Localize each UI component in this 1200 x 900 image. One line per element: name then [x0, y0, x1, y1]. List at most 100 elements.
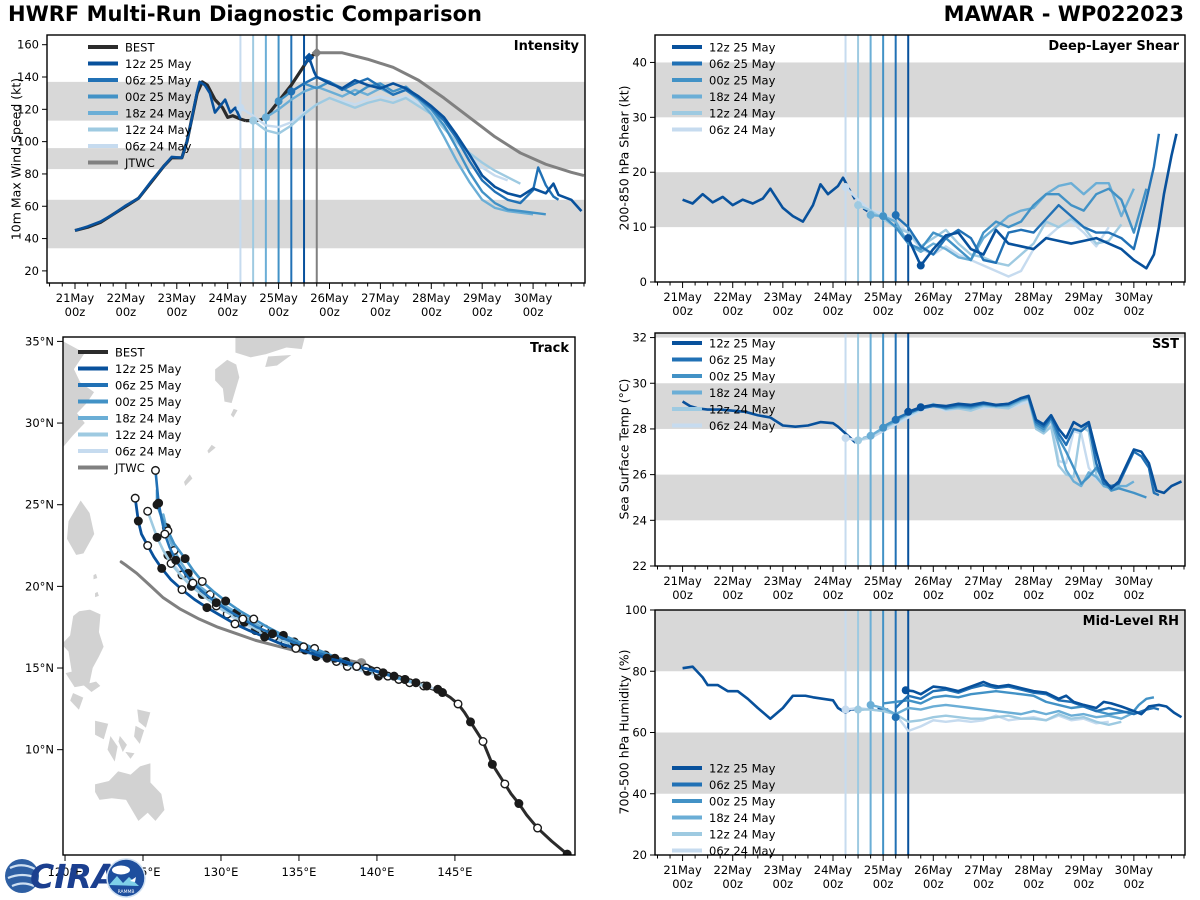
x-tick-sublabel: 00z — [1023, 877, 1044, 891]
series-18z-24-may — [870, 181, 1135, 262]
x-tick-label: 27May — [964, 290, 1003, 304]
position-marker-filled — [400, 674, 410, 684]
position-marker-open — [533, 823, 543, 833]
marker-dot — [866, 211, 875, 220]
x-tick-label: 24May — [208, 291, 247, 305]
x-tick-label: 27May — [361, 291, 400, 305]
legend-label: 18z 24 May — [709, 811, 776, 825]
marker-dot — [841, 183, 850, 192]
legend-label: 12z 24 May — [115, 428, 182, 442]
x-tick-label: 30May — [514, 291, 553, 305]
legend-label: 06z 25 May — [709, 57, 776, 71]
x-tick-label: 22May — [107, 291, 146, 305]
x-tick-sublabel: 00z — [973, 877, 994, 891]
position-marker-filled — [157, 563, 167, 573]
y-tick-label: 100 — [625, 603, 647, 617]
series-12z-25-may — [905, 680, 1183, 719]
lon-tick-label: 140°E — [359, 865, 394, 879]
land-polygon — [94, 762, 166, 823]
legend-label: 18z 24 May — [709, 386, 776, 400]
y-tick-label: 40 — [632, 787, 647, 801]
lat-tick-label: 10°N — [25, 743, 54, 757]
position-marker-filled — [433, 684, 443, 694]
marker-dot — [879, 212, 888, 221]
position-marker-filled — [422, 681, 432, 691]
legend-label: 06z 24 May — [115, 445, 182, 459]
x-tick-label: 23May — [764, 574, 803, 588]
position-marker-filled — [466, 717, 476, 727]
land-polygon — [133, 724, 146, 746]
position-marker-filled — [152, 532, 162, 542]
marker-dot — [261, 113, 270, 122]
x-tick-label: 25May — [864, 290, 903, 304]
land-polygon — [106, 733, 119, 764]
x-tick-sublabel: 00z — [823, 304, 844, 318]
x-tick-label: 25May — [259, 291, 298, 305]
y-tick-label: 120 — [17, 102, 39, 116]
x-tick-label: 21May — [663, 290, 702, 304]
series-12z-25-may — [907, 133, 1178, 270]
position-marker-filled — [322, 653, 332, 663]
panel-sst: 21May00z22May00z23May00z24May00z25May00z… — [632, 331, 1186, 602]
storm-title: MAWAR - WP022023 — [943, 2, 1184, 26]
land-polygon — [229, 407, 239, 419]
x-tick-label: 25May — [864, 863, 903, 877]
y-tick-label: 0 — [640, 275, 647, 289]
x-tick-label: 28May — [1014, 863, 1053, 877]
marker-dot — [901, 686, 910, 695]
legend-label: BEST — [115, 346, 145, 360]
y-tick-label: 160 — [17, 38, 39, 52]
legend-label: 00z 25 May — [709, 74, 776, 88]
legend-track: BEST 12z 25 May 06z 25 May 00z 25 May 18z 24… — [78, 346, 182, 475]
y-tick-label: 40 — [632, 55, 647, 69]
land-polygon — [234, 337, 306, 359]
y-tick-label: 30 — [632, 110, 647, 124]
y-tick-label: 26 — [632, 468, 647, 482]
position-marker-open — [177, 585, 187, 595]
marker-dot — [866, 431, 875, 440]
x-tick-sublabel: 00z — [217, 305, 238, 319]
x-tick-label: 24May — [814, 574, 853, 588]
marker-dot — [891, 415, 900, 424]
legend-shear: 12z 25 May 06z 25 May 00z 25 May 18z 24 May… — [672, 41, 776, 137]
lon-tick-label: 130°E — [203, 865, 238, 879]
legend-intensity: BEST 12z 25 May 06z 25 May 00z 25 May 18z 24… — [88, 41, 192, 170]
x-tick-label: 26May — [914, 863, 953, 877]
series-12z-24-may — [252, 96, 521, 185]
lon-tick-label: 120°E — [48, 865, 83, 879]
x-tick-sublabel: 00z — [722, 877, 743, 891]
x-tick-label: 28May — [1014, 574, 1053, 588]
series-analysis-wiggle — [74, 80, 242, 232]
legend-label: JTWC — [124, 156, 155, 170]
x-tick-label: 29May — [1065, 574, 1104, 588]
x-tick-sublabel: 00z — [823, 877, 844, 891]
position-marker-open — [160, 529, 170, 539]
x-tick-sublabel: 00z — [722, 304, 743, 318]
x-tick-sublabel: 00z — [923, 304, 944, 318]
y-tick-label: 20 — [632, 165, 647, 179]
x-tick-label: 23May — [764, 863, 803, 877]
position-marker-open — [500, 779, 510, 789]
marker-dot — [854, 436, 863, 445]
legend-label: 00z 25 May — [709, 795, 776, 809]
position-marker-open — [197, 576, 207, 586]
rammb-text: RAMMB — [118, 889, 135, 895]
legend-label: 06z 25 May — [115, 379, 182, 393]
land-polygon — [214, 358, 241, 404]
x-tick-label: 26May — [914, 290, 953, 304]
y-tick-label: 140 — [17, 70, 39, 84]
series-06z-25-may — [894, 683, 1160, 716]
marker-dot — [841, 705, 850, 714]
legend-label: 12z 25 May — [709, 337, 776, 351]
legend-label: 12z 24 May — [125, 123, 192, 137]
y-tick-label: 80 — [632, 664, 647, 678]
x-tick-sublabel: 00z — [1124, 877, 1145, 891]
position-marker-open — [238, 614, 248, 624]
category-band — [655, 172, 1185, 228]
legend-label: 06z 24 May — [125, 140, 192, 154]
marker-dot — [891, 211, 900, 220]
x-tick-sublabel: 00z — [166, 305, 187, 319]
marker-dot — [841, 434, 850, 443]
legend-label: 06z 24 May — [709, 419, 776, 433]
marker-dot — [854, 705, 863, 714]
